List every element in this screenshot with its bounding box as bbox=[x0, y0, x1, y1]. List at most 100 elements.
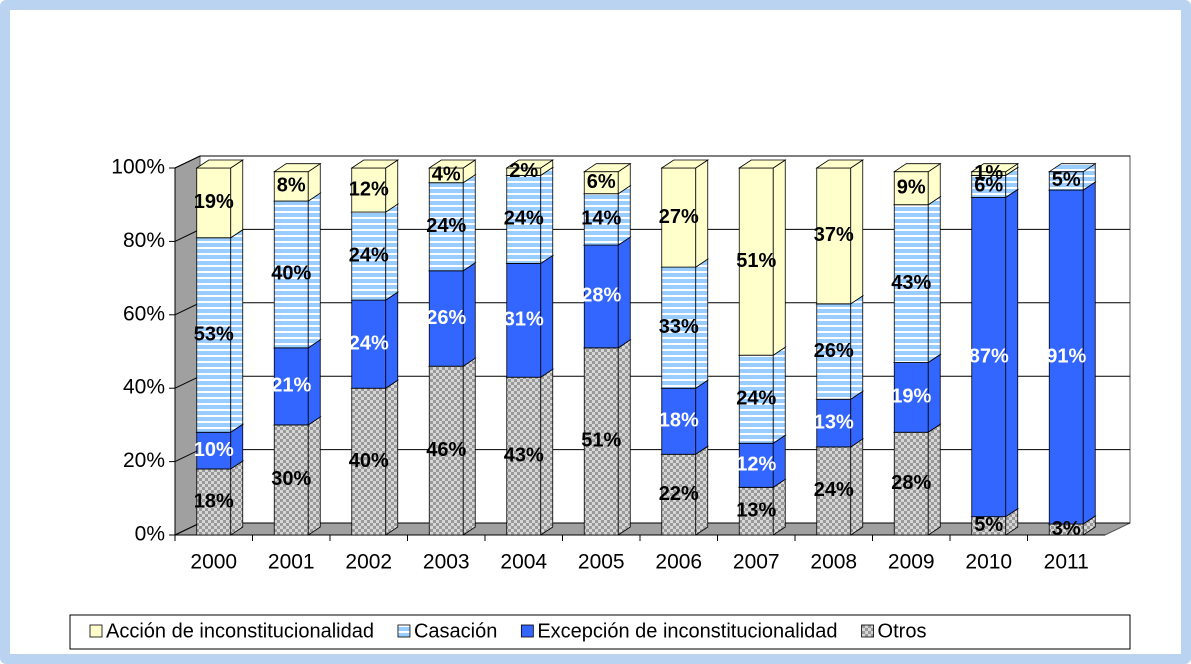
x-tick-label: 2000 bbox=[190, 551, 237, 574]
bar-segment bbox=[195, 460, 245, 536]
value-label: 19% bbox=[194, 191, 234, 213]
value-label: 4% bbox=[432, 164, 461, 186]
legend-label: Acción de inconstitucionalidad bbox=[106, 620, 374, 642]
bar-front bbox=[816, 167, 852, 305]
bar-segment bbox=[505, 159, 555, 177]
value-label: 13% bbox=[814, 411, 854, 433]
bar-front bbox=[738, 167, 774, 356]
value-label: 37% bbox=[814, 224, 854, 246]
bar-segment bbox=[970, 162, 1020, 177]
value-label: 27% bbox=[659, 206, 699, 228]
legend-box bbox=[69, 614, 1131, 650]
value-label: 12% bbox=[736, 454, 776, 476]
bar-top bbox=[195, 159, 245, 169]
value-label: 22% bbox=[659, 483, 699, 505]
value-label: 40% bbox=[271, 263, 311, 285]
value-label: 13% bbox=[736, 499, 776, 521]
value-label: 26% bbox=[814, 340, 854, 362]
bar-top bbox=[892, 163, 942, 173]
bar-segment bbox=[272, 162, 322, 202]
value-label: 18% bbox=[194, 490, 234, 512]
value-label: 18% bbox=[659, 410, 699, 432]
bar-front bbox=[506, 174, 542, 264]
bar-front bbox=[816, 446, 852, 536]
bar-top bbox=[970, 163, 1020, 173]
bar-top bbox=[505, 159, 555, 169]
x-tick-label: 2001 bbox=[268, 551, 315, 574]
y-tick-label: 20% bbox=[123, 449, 165, 472]
value-label: 24% bbox=[426, 215, 466, 237]
x-tick-label: 2010 bbox=[965, 551, 1012, 574]
legend-swatch bbox=[520, 624, 534, 638]
value-label: 30% bbox=[271, 468, 311, 490]
bar-segment bbox=[737, 159, 787, 356]
value-label: 14% bbox=[581, 208, 621, 230]
bar-segment bbox=[892, 162, 942, 206]
bar-top bbox=[660, 159, 710, 169]
bar-front bbox=[273, 171, 309, 202]
value-label: 43% bbox=[891, 272, 931, 294]
bar-front bbox=[351, 211, 387, 301]
bar-segment bbox=[582, 339, 632, 536]
bar-segment bbox=[505, 166, 555, 265]
bar-front bbox=[351, 387, 387, 536]
value-label: 51% bbox=[736, 250, 776, 272]
bar-segment bbox=[582, 162, 632, 195]
value-label: 24% bbox=[349, 332, 389, 354]
x-tick-label: 2007 bbox=[733, 551, 780, 574]
bar-top bbox=[350, 159, 400, 169]
bar-segment bbox=[350, 379, 400, 536]
bar-front bbox=[661, 167, 697, 268]
bar-top bbox=[1047, 163, 1097, 173]
value-label: 24% bbox=[814, 479, 854, 501]
x-tick-label: 2006 bbox=[655, 551, 702, 574]
value-label: 51% bbox=[581, 430, 621, 452]
value-label: 5% bbox=[974, 514, 1003, 536]
value-label: 9% bbox=[897, 176, 926, 198]
bar-segment bbox=[582, 236, 632, 349]
bar-segment bbox=[815, 159, 865, 305]
value-label: 24% bbox=[349, 244, 389, 266]
value-label: 12% bbox=[349, 178, 389, 200]
value-label: 28% bbox=[891, 472, 931, 494]
bar-front bbox=[583, 244, 619, 349]
x-tick-label: 2004 bbox=[500, 551, 547, 574]
bar-front bbox=[661, 453, 697, 536]
bar-front bbox=[351, 167, 387, 213]
x-tick-label: 2008 bbox=[810, 551, 857, 574]
value-label: 1% bbox=[974, 162, 1003, 184]
bar-top bbox=[582, 163, 632, 173]
legend-swatch bbox=[89, 624, 103, 638]
bar-segment bbox=[427, 159, 477, 184]
bar-segment bbox=[660, 159, 710, 268]
y-tick-label: 0% bbox=[135, 523, 165, 546]
bar-segment bbox=[505, 368, 555, 536]
legend-label: Excepción de inconstitucionalidad bbox=[537, 620, 837, 642]
value-label: 53% bbox=[194, 323, 234, 345]
bar-front bbox=[273, 347, 309, 426]
y-tick-label: 80% bbox=[123, 229, 165, 252]
x-tick-label: 2011 bbox=[1044, 551, 1089, 574]
value-label: 19% bbox=[891, 386, 931, 408]
legend-swatch bbox=[397, 624, 411, 638]
value-label: 40% bbox=[349, 450, 389, 472]
value-label: 31% bbox=[504, 309, 544, 331]
y-tick-label: 60% bbox=[123, 302, 165, 325]
bar-front bbox=[893, 204, 929, 363]
chart: 0% 20% 40% 60% 80% 100% 2000 18% 10% 53% 19% 2001 30… bbox=[69, 155, 1131, 650]
bar-front bbox=[971, 196, 1007, 518]
bar-front bbox=[273, 424, 309, 536]
value-label: 24% bbox=[736, 387, 776, 409]
bar-top bbox=[427, 159, 477, 169]
value-label: 6% bbox=[974, 175, 1003, 197]
bar-top bbox=[737, 159, 787, 169]
value-label: 5% bbox=[1052, 169, 1081, 191]
bar-segment bbox=[737, 434, 787, 489]
y-tick-label: 40% bbox=[123, 376, 165, 399]
legend-label: Casación bbox=[414, 620, 497, 642]
bar-front bbox=[583, 347, 619, 536]
value-label: 28% bbox=[581, 285, 621, 307]
x-tick-label: 2002 bbox=[345, 551, 392, 574]
bar-segment bbox=[195, 159, 245, 239]
